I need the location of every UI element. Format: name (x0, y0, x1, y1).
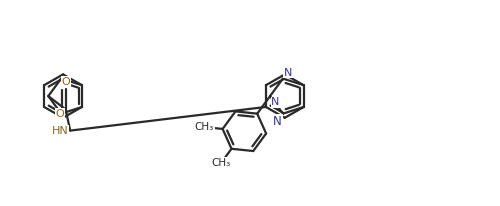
Text: CH₃: CH₃ (211, 158, 231, 169)
Text: CH₃: CH₃ (195, 122, 214, 132)
Text: N: N (273, 115, 282, 128)
Text: O: O (56, 109, 64, 119)
Text: N: N (271, 97, 280, 107)
Text: N: N (284, 68, 292, 77)
Text: O: O (61, 77, 70, 87)
Text: HN: HN (52, 126, 68, 136)
